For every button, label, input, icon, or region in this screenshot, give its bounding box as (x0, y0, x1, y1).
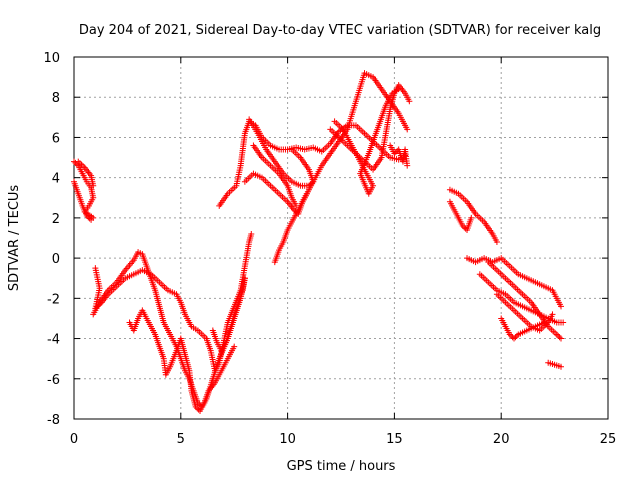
data-point (231, 343, 238, 350)
data-point (194, 405, 201, 412)
data-point (512, 334, 519, 341)
data-point (553, 331, 560, 338)
data-point (192, 403, 199, 410)
y-tick-label: -6 (47, 373, 60, 388)
data-point (558, 363, 565, 370)
data-point (86, 215, 93, 222)
y-tick-label: 2 (52, 212, 60, 227)
y-tick-label: 6 (52, 131, 60, 146)
series-arc-4d (387, 142, 411, 169)
series-arc-5g (498, 315, 547, 342)
series-arc-4c (331, 86, 402, 197)
x-tick-label: 0 (70, 432, 78, 447)
data-point (468, 214, 475, 221)
y-tick-label: -2 (47, 292, 60, 307)
x-tick-label: 5 (177, 432, 185, 447)
data-point (196, 401, 203, 408)
data-point (241, 275, 248, 282)
plot-frame (73, 56, 609, 420)
data-point (288, 146, 295, 153)
series-arc-5h (545, 359, 565, 370)
data-point (508, 332, 515, 339)
data-point (404, 162, 411, 169)
y-tick-label: 8 (52, 91, 60, 106)
x-tick-label: 25 (600, 432, 617, 447)
data-point (83, 212, 90, 219)
x-tick-label: 20 (493, 432, 510, 447)
data-points (71, 70, 567, 414)
series-arc-2c (126, 307, 238, 414)
data-point (459, 222, 466, 229)
series-arc-early-2 (71, 178, 95, 223)
data-point (511, 335, 518, 342)
data-point (513, 332, 520, 339)
data-point (461, 224, 468, 231)
series-arc-5b (446, 198, 475, 233)
data-point (560, 319, 567, 326)
y-axis-label: SDTVAR / TECUs (7, 185, 22, 292)
chart-title: Day 204 of 2021, Sidereal Day-to-day VTE… (79, 23, 601, 38)
data-point (558, 303, 565, 310)
data-point (406, 98, 413, 105)
data-point (90, 182, 97, 189)
data-point (558, 335, 565, 342)
y-tick-label: 4 (52, 172, 60, 187)
data-point (391, 150, 398, 157)
x-tick-label: 15 (386, 432, 403, 447)
series-arc-early-3 (75, 158, 97, 189)
data-point (392, 149, 399, 156)
y-tick-label: 10 (43, 51, 60, 66)
y-axis: -8 -6 -4 -2 0 2 4 6 8 10 (43, 51, 608, 428)
data-point (506, 331, 513, 338)
y-tick-label: -8 (47, 413, 60, 428)
x-tick-label: 10 (279, 432, 296, 447)
series-arc-3d (250, 142, 300, 209)
data-point (85, 214, 92, 221)
x-axis-label: GPS time / hours (287, 459, 396, 474)
y-tick-label: -4 (47, 333, 60, 348)
grid (74, 57, 608, 419)
x-axis: 0 5 10 15 20 25 (70, 57, 616, 447)
data-point (493, 239, 500, 246)
data-point (88, 216, 95, 223)
data-point (556, 334, 563, 341)
data-point (540, 319, 547, 326)
series-arc-5a (446, 186, 500, 246)
data-point (248, 230, 255, 237)
data-point (404, 126, 411, 133)
data-point (549, 311, 556, 318)
data-point (395, 86, 402, 93)
series-arc-2d (209, 275, 248, 354)
y-tick-label: 0 (52, 252, 60, 267)
data-point (555, 332, 562, 339)
